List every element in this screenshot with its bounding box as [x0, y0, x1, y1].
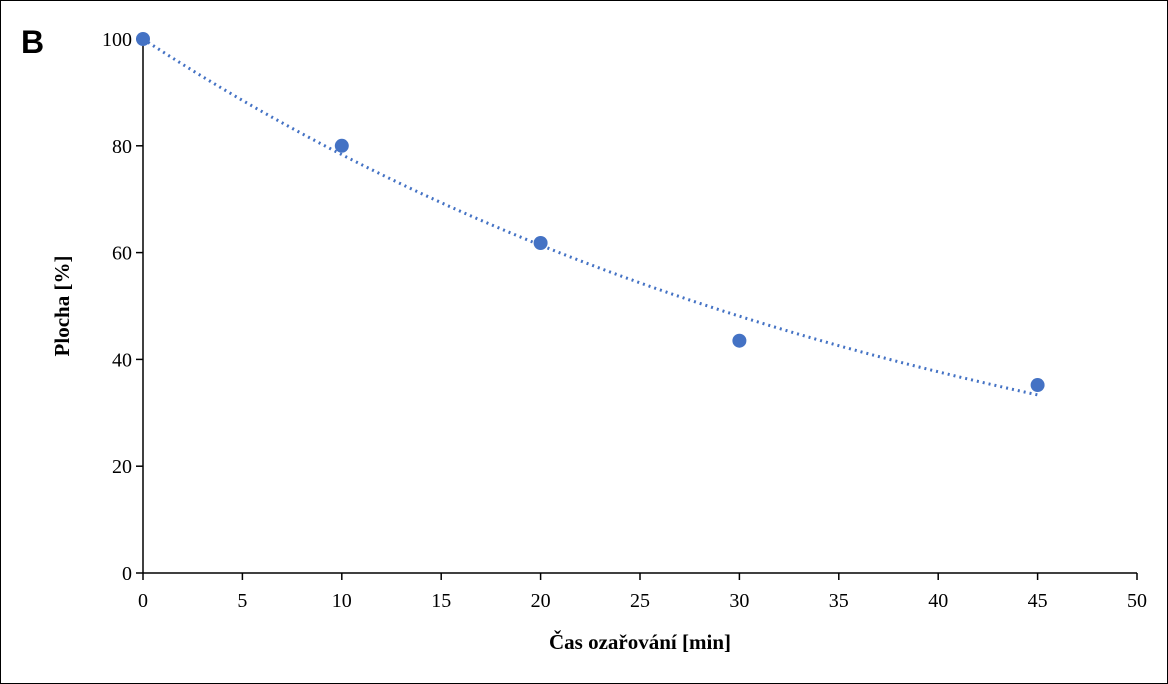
panel-label: B: [21, 24, 44, 60]
x-tick-label: 50: [1127, 590, 1147, 612]
data-point: [1030, 378, 1045, 393]
y-ticks: 0 20 40 60 80 100: [102, 29, 143, 585]
x-tick-label: 35: [829, 590, 849, 612]
y-axis-title: Plocha [%]: [50, 256, 74, 357]
x-tick-label: 5: [237, 590, 247, 612]
data-point: [732, 333, 747, 348]
y-tick-label: 40: [112, 349, 132, 371]
x-tick-label: 15: [431, 590, 451, 612]
data-points: [136, 32, 1045, 393]
trendline: [142, 37, 1038, 397]
x-tick-label: 0: [138, 590, 148, 612]
y-tick-label: 100: [102, 29, 132, 51]
axes: [142, 39, 1137, 574]
x-axis-title: Čas ozařování [min]: [549, 630, 731, 654]
y-tick-label: 0: [122, 563, 132, 585]
x-tick-label: 25: [630, 590, 650, 612]
data-point: [334, 138, 349, 153]
data-point: [136, 32, 150, 46]
x-tick-label: 10: [332, 590, 352, 612]
y-tick-label: 80: [112, 136, 132, 158]
x-tick-label: 30: [729, 590, 749, 612]
data-point: [533, 235, 548, 250]
x-tick-label: 40: [928, 590, 948, 612]
x-tick-label: 20: [531, 590, 551, 612]
y-tick-label: 20: [112, 456, 132, 478]
y-tick-label: 60: [112, 243, 132, 265]
x-ticks: 0 5 10 15 20 25 30 35 40 45 50: [138, 573, 1147, 612]
x-tick-label: 45: [1028, 590, 1048, 612]
